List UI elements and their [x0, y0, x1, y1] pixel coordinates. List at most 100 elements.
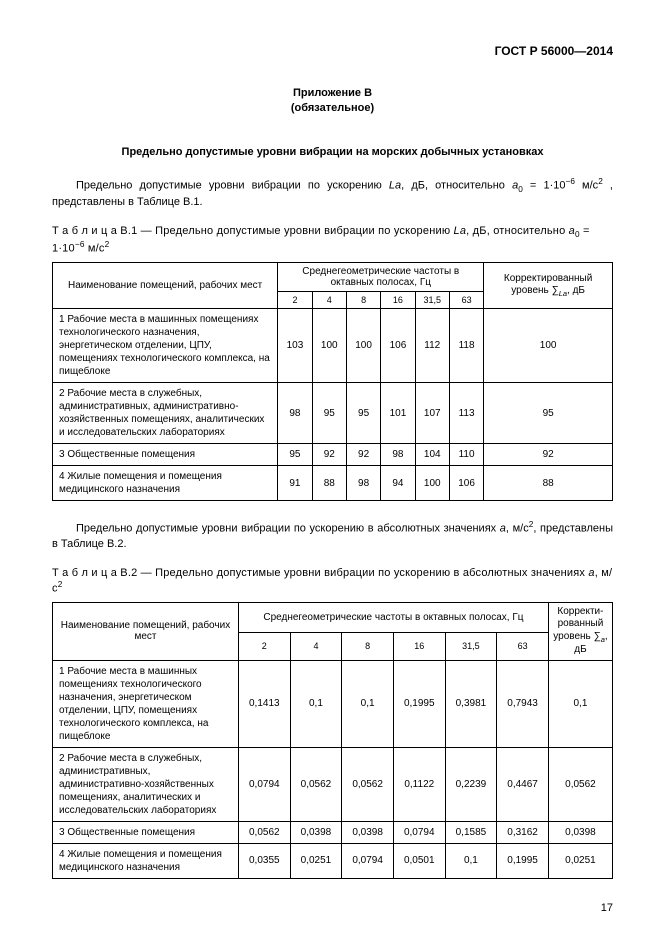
appendix-title: Приложение В (обязательное) [52, 86, 613, 116]
row-value: 0,2239 [445, 747, 497, 821]
freq-col: 16 [393, 632, 445, 660]
row-value: 98 [278, 383, 312, 444]
row-value: 0,0562 [290, 747, 342, 821]
appendix-line1: Приложение В [293, 87, 372, 99]
t1cap-la: La [454, 225, 467, 237]
row-value: 100 [346, 309, 380, 383]
row-name: 3 Общественные помещения [53, 444, 278, 466]
row-value: 98 [381, 444, 415, 466]
freq-header: Среднегеометрические частоты в октавных … [238, 602, 548, 632]
freq-col: 8 [342, 632, 394, 660]
row-name: 2 Рабочие места в служебных, администрат… [53, 747, 239, 821]
freq-col: 4 [290, 632, 342, 660]
row-value: 107 [415, 383, 449, 444]
t2cap-a: Т а б л и ц а В.2 — Предельно допустимые… [52, 567, 588, 579]
row-value: 94 [381, 466, 415, 501]
row-value: 95 [278, 444, 312, 466]
row-value: 0,1413 [238, 660, 290, 747]
row-value: 0,7943 [497, 660, 549, 747]
freq-col: 16 [381, 292, 415, 309]
row-value: 0,0562 [342, 747, 394, 821]
row-value: 92 [312, 444, 346, 466]
paragraph-1: Предельно допустимые уровни вибрации по … [52, 176, 613, 210]
row-name: 3 Общественные помещения [53, 821, 239, 843]
row-corr: 95 [484, 383, 613, 444]
table-b2: Наименование помещений, рабочих местСред… [52, 602, 613, 879]
table-row: 1 Рабочие места в машинных помещениях те… [53, 660, 613, 747]
table1-caption: Т а б л и ц а В.1 — Предельно допустимые… [52, 224, 613, 257]
row-name: 1 Рабочие места в машинных помещениях те… [53, 309, 278, 383]
t1cap-a: Т а б л и ц а В.1 — Предельно допустимые… [52, 225, 454, 237]
table-row: 1 Рабочие места в машинных помещениях те… [53, 309, 613, 383]
doc-header: ГОСТ Р 56000—2014 [52, 44, 613, 58]
row-value: 95 [346, 383, 380, 444]
section-title: Предельно допустимые уровни вибрации на … [52, 146, 613, 158]
row-value: 0,1585 [445, 821, 497, 843]
p1-unit-a: м/с [575, 179, 598, 191]
p2-b: , м/с [506, 523, 529, 535]
row-value: 0,0794 [238, 747, 290, 821]
row-value: 92 [346, 444, 380, 466]
row-value: 0,0398 [290, 821, 342, 843]
p1-eq: = 1·10 [523, 179, 566, 191]
table-row: 4 Жилые помещения и помещения медицинско… [53, 466, 613, 501]
freq-col: 8 [346, 292, 380, 309]
freq-header: Среднегеометрические частоты в октавных … [278, 263, 484, 292]
row-value: 103 [278, 309, 312, 383]
freq-col: 63 [449, 292, 483, 309]
p1-a: Предельно допустимые уровни вибрации по … [76, 179, 389, 191]
row-value: 0,0562 [238, 821, 290, 843]
row-corr: 100 [484, 309, 613, 383]
table-b1: Наименование помещений, рабочих местСред… [52, 262, 613, 501]
row-name: 2 Рабочие места в служебных, администрат… [53, 383, 278, 444]
table-row: 2 Рабочие места в служебных, администрат… [53, 747, 613, 821]
row-value: 0,1 [445, 843, 497, 878]
row-corr: 88 [484, 466, 613, 501]
row-value: 0,0794 [342, 843, 394, 878]
p1-b: , дБ, относительно [401, 179, 512, 191]
row-corr: 0,0562 [548, 747, 612, 821]
col-name-header: Наименование помещений, рабочих мест [53, 263, 278, 309]
t1cap-unit-exp: 2 [105, 240, 110, 249]
row-corr: 92 [484, 444, 613, 466]
row-value: 0,1995 [393, 660, 445, 747]
row-value: 88 [312, 466, 346, 501]
freq-col: 2 [278, 292, 312, 309]
freq-col: 2 [238, 632, 290, 660]
table-row: 3 Общественные помещения0,05620,03980,03… [53, 821, 613, 843]
row-value: 95 [312, 383, 346, 444]
p2-a: Предельно допустимые уровни вибрации по … [76, 523, 500, 535]
row-value: 98 [346, 466, 380, 501]
row-value: 0,0251 [290, 843, 342, 878]
corr-header: Корректированный уровень ∑La, дБ [484, 263, 613, 309]
paragraph-2: Предельно допустимые уровни вибрации по … [52, 519, 613, 551]
corr-header: Корректи-рованный уровень ∑a, дБ [548, 602, 612, 660]
t2cap-exp: 2 [58, 580, 63, 589]
table-row: 2 Рабочие места в служебных, администрат… [53, 383, 613, 444]
t1cap-b: , дБ, относительно [466, 225, 568, 237]
row-corr: 0,0398 [548, 821, 612, 843]
appendix-line2: (обязательное) [291, 102, 374, 114]
row-value: 106 [381, 309, 415, 383]
row-value: 0,0794 [393, 821, 445, 843]
row-value: 0,3981 [445, 660, 497, 747]
row-name: 4 Жилые помещения и помещения медицинско… [53, 466, 278, 501]
page: ГОСТ Р 56000—2014 Приложение В (обязател… [0, 0, 661, 936]
table-row: 3 Общественные помещения9592929810411092 [53, 444, 613, 466]
row-value: 106 [449, 466, 483, 501]
row-value: 0,3162 [497, 821, 549, 843]
table2-caption: Т а б л и ц а В.2 — Предельно допустимые… [52, 566, 613, 596]
page-number: 17 [601, 902, 613, 914]
freq-col: 31,5 [445, 632, 497, 660]
row-value: 104 [415, 444, 449, 466]
table-row: 4 Жилые помещения и помещения медицинско… [53, 843, 613, 878]
row-value: 0,0355 [238, 843, 290, 878]
row-value: 100 [312, 309, 346, 383]
freq-col: 31,5 [415, 292, 449, 309]
row-corr: 0,0251 [548, 843, 612, 878]
freq-col: 4 [312, 292, 346, 309]
row-value: 100 [415, 466, 449, 501]
row-value: 113 [449, 383, 483, 444]
row-name: 4 Жилые помещения и помещения медицинско… [53, 843, 239, 878]
row-value: 0,1995 [497, 843, 549, 878]
